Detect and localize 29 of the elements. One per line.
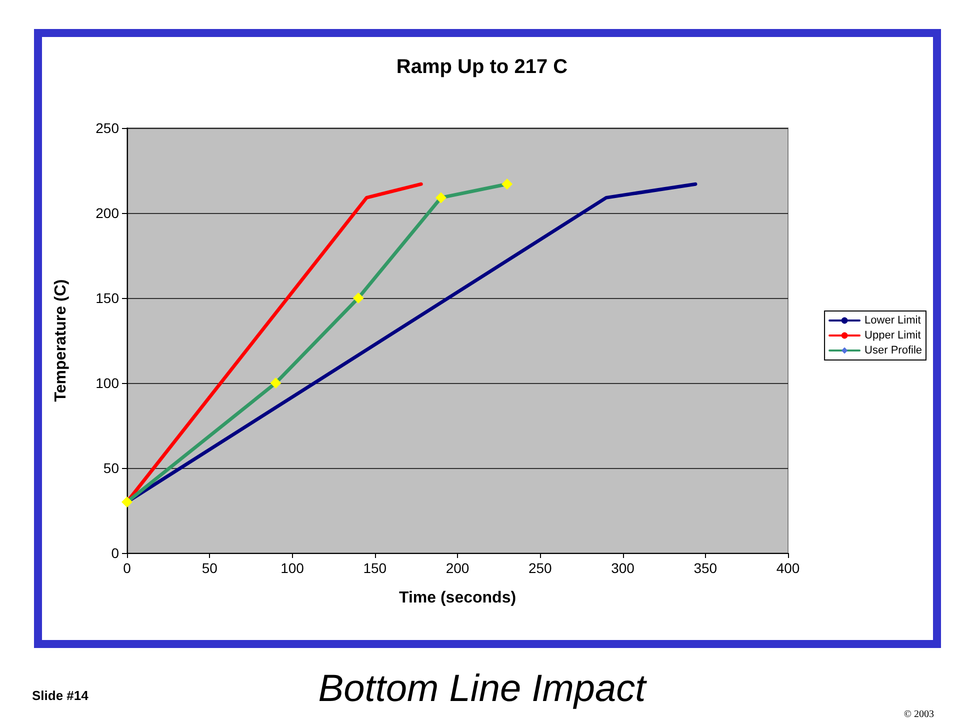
y-tick-label: 150 (96, 290, 120, 306)
point (502, 178, 513, 190)
point (435, 192, 446, 204)
x-tick-label: 0 (123, 560, 132, 576)
text: Bottom Line Impact (318, 668, 646, 710)
point (122, 496, 132, 508)
y-tick-label: 0 (111, 545, 120, 561)
x-tick-label: 50 (202, 560, 218, 576)
text: Slide #14 (32, 688, 88, 703)
y-tick-label: 250 (96, 120, 120, 136)
y-axis-title: Temperature (C) (52, 279, 70, 402)
x-tick-label: 350 (694, 560, 718, 576)
y-tick-label: 50 (103, 460, 120, 476)
legend-label: Upper Limit (864, 330, 921, 342)
point (270, 378, 282, 388)
legend-label: User Profile (864, 344, 922, 356)
y-tick-label: 100 (96, 375, 120, 391)
legend-label: Lower Limit (864, 314, 921, 326)
chart-title: Ramp Up to 217 C (396, 56, 568, 78)
x-tick-label: 100 (280, 560, 304, 576)
x-axis-title: Time (seconds) (398, 590, 516, 606)
x-tick-label: 400 (776, 560, 800, 576)
x-tick-label: 200 (446, 560, 470, 576)
text: © 2003 (904, 709, 934, 720)
x-tick-label: 150 (363, 560, 387, 576)
x-tick-label: 300 (611, 560, 635, 576)
point (352, 292, 364, 304)
x-tick-label: 250 (528, 560, 552, 576)
y-tick-label: 200 (96, 205, 120, 221)
